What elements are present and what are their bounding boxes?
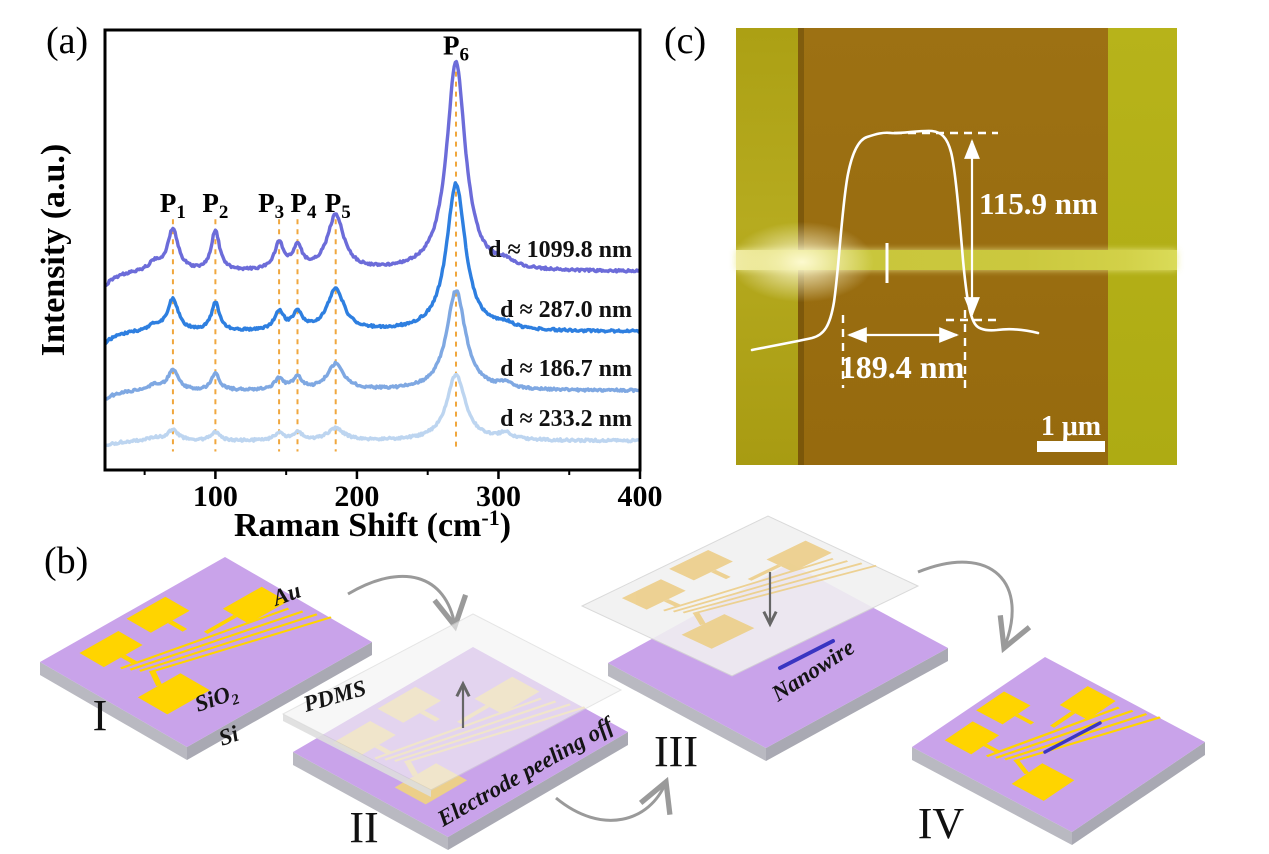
x-tick-label: 300 <box>476 480 521 513</box>
afm-image: 115.9 nm 189.4 nm 1 μm <box>702 28 1177 465</box>
peak-label: P4 <box>290 188 317 223</box>
panel-a-label: (a) <box>46 20 89 62</box>
pdms-sheet-step2 <box>283 714 431 797</box>
curve-thickness-label: d ≈ 287.0 nm <box>500 297 632 323</box>
chip-step-2 <box>281 613 628 850</box>
chip-step-4 <box>912 657 1205 845</box>
peak-label: P2 <box>202 188 228 223</box>
afm-nanowire-glow <box>702 206 902 318</box>
plot-frame <box>103 28 642 472</box>
arrow-step1-to-step2 <box>347 574 469 632</box>
peak-label: P5 <box>325 188 351 223</box>
curve-thickness-label: d ≈ 186.7 nm <box>500 356 632 382</box>
step-3-numeral: III <box>654 727 698 776</box>
width-annotation: 189.4 nm <box>840 349 965 385</box>
pdms-sheet-step2-top <box>281 613 623 791</box>
peak-label: P1 <box>160 188 186 223</box>
raman-curve <box>105 289 640 401</box>
nanowire-on-device <box>1043 721 1102 754</box>
arrow-step2-to-step3 <box>555 776 673 822</box>
scale-bar-label: 1 μm <box>1041 411 1101 442</box>
panel-c-label: (c) <box>664 20 707 62</box>
peak-label: P3 <box>258 188 284 223</box>
x-axis-title: Raman Shift (cm-1) <box>234 505 511 544</box>
step-2-numeral: II <box>349 803 378 852</box>
panel-b-label: (b) <box>44 540 89 582</box>
arrow-step3-to-step4 <box>917 560 1032 654</box>
y-axis-title: Intensity (a.u.) <box>35 144 72 357</box>
chip-step-3 <box>580 515 948 761</box>
raman-spectra-chart: d ≈ 1099.8 nm d ≈ 287.0 nm d ≈ 186.7 nm d ≈… <box>35 28 663 544</box>
raman-curve <box>105 59 640 287</box>
step-4-numeral: IV <box>918 799 965 848</box>
pdms-sheet-step3 <box>580 515 920 677</box>
curve-thickness-label: d ≈ 233.2 nm <box>500 406 632 432</box>
x-tick-label: 400 <box>618 480 663 513</box>
height-annotation: 115.9 nm <box>979 186 1098 221</box>
raman-curve <box>105 181 640 346</box>
step-1-numeral: I <box>93 691 108 740</box>
afm-annotations: 115.9 nm 189.4 nm 1 μm <box>750 129 1105 452</box>
chip-step-1 <box>40 557 372 760</box>
scale-bar <box>1037 441 1105 452</box>
nanowire-on-substrate <box>778 639 835 670</box>
x-tick-label: 100 <box>193 480 238 513</box>
curve-thickness-label: d ≈ 1099.8 nm <box>488 237 632 263</box>
x-tick-label: 200 <box>334 480 379 513</box>
afm-electrode-band-right <box>1108 28 1177 465</box>
peak-label: P6 <box>443 31 469 66</box>
raman-curve <box>105 372 640 448</box>
